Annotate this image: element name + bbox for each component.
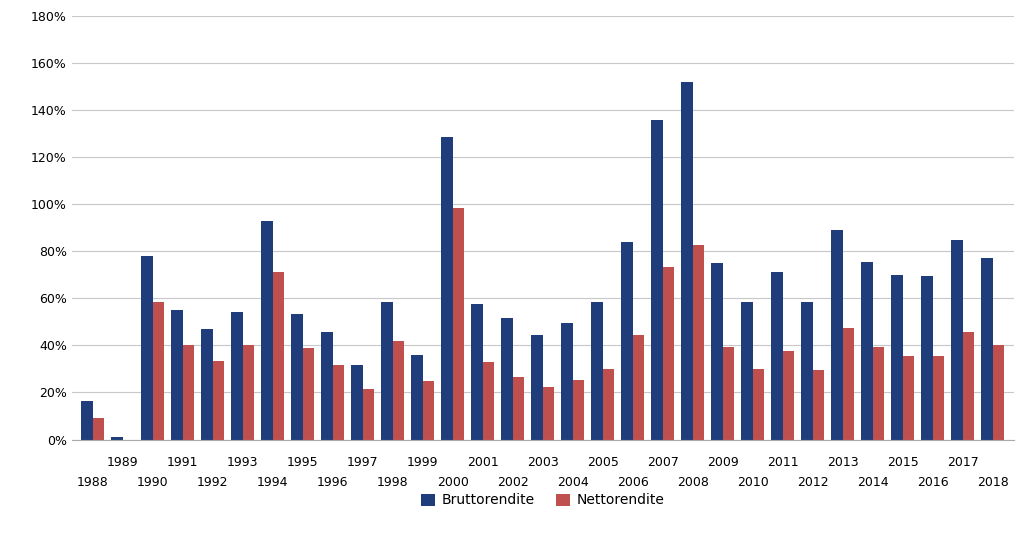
Bar [182,345,195,440]
Text: 2014: 2014 [857,475,889,489]
Bar [872,347,884,440]
Text: 2016: 2016 [916,475,948,489]
Bar [141,256,153,440]
Bar [123,440,134,449]
Bar [81,401,93,440]
Bar [813,370,824,440]
Text: 2001: 2001 [467,456,499,469]
Text: 1997: 1997 [347,456,379,469]
Bar [531,335,543,440]
Bar [903,356,914,440]
Bar [291,314,303,440]
Bar [782,351,795,440]
Bar [362,389,374,440]
Bar [513,377,524,440]
Bar [202,329,213,440]
Bar [572,379,584,440]
Bar [261,221,272,440]
Text: 1998: 1998 [377,475,409,489]
Bar [622,242,633,440]
Bar [603,369,614,440]
Bar [802,302,813,440]
Bar [753,369,764,440]
Bar [112,437,123,440]
Text: 1994: 1994 [257,475,289,489]
Bar [891,275,903,440]
Bar [412,355,423,440]
Text: 2013: 2013 [827,456,858,469]
Text: 2010: 2010 [737,475,769,489]
Bar [831,230,843,440]
Text: 1991: 1991 [167,456,199,469]
Bar [243,345,254,440]
Bar [482,362,495,440]
Bar [322,332,333,440]
Text: 2002: 2002 [497,475,528,489]
Bar [663,266,674,440]
Text: 1999: 1999 [407,456,438,469]
Bar [591,302,603,440]
Text: 2005: 2005 [587,456,618,469]
Bar [651,120,663,440]
Bar [441,137,453,440]
Bar [951,240,963,440]
Bar [171,310,182,440]
Bar [423,381,434,440]
Bar [213,361,224,440]
Text: 1992: 1992 [197,475,228,489]
Bar [633,335,644,440]
Text: 1988: 1988 [77,475,109,489]
Text: 1990: 1990 [137,475,169,489]
Bar [992,345,1005,440]
Text: 1996: 1996 [317,475,348,489]
Text: 1989: 1989 [106,456,138,469]
Bar [741,302,753,440]
Text: 2018: 2018 [977,475,1009,489]
Text: 2011: 2011 [767,456,799,469]
Bar [692,245,705,440]
Bar [933,356,944,440]
Text: 2012: 2012 [797,475,828,489]
Text: 2003: 2003 [526,456,559,469]
Text: 2015: 2015 [887,456,919,469]
Text: 2017: 2017 [947,456,979,469]
Bar [502,318,513,440]
Bar [543,386,554,440]
Bar [153,302,164,440]
Bar [981,258,992,440]
Text: 1995: 1995 [287,456,318,469]
Bar [471,304,482,440]
Bar [272,272,284,440]
Legend: Bruttorendite, Nettorendite: Bruttorendite, Nettorendite [416,488,670,513]
Text: 2000: 2000 [437,475,469,489]
Bar [681,82,692,440]
Text: 2009: 2009 [707,456,738,469]
Text: 2006: 2006 [616,475,648,489]
Bar [231,312,243,440]
Bar [303,348,314,440]
Bar [723,347,734,440]
Bar [393,341,404,440]
Bar [93,419,104,440]
Bar [963,332,974,440]
Bar [922,276,933,440]
Bar [561,323,572,440]
Bar [712,263,723,440]
Text: 2007: 2007 [647,456,679,469]
Bar [381,302,393,440]
Text: 1993: 1993 [227,456,258,469]
Bar [771,272,782,440]
Bar [351,366,362,440]
Bar [843,328,854,440]
Text: 2008: 2008 [677,475,709,489]
Bar [453,208,464,440]
Bar [333,366,344,440]
Text: 2004: 2004 [557,475,589,489]
Bar [861,262,872,440]
